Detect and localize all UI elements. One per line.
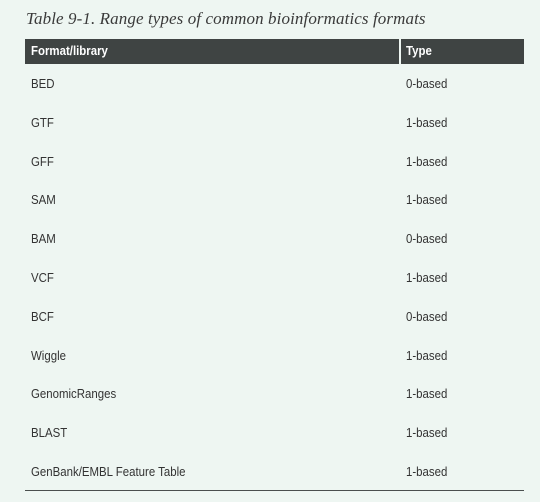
table-row: GTF 1-based [25,103,524,142]
table-row: GFF 1-based [25,142,524,181]
cell-type: 1-based [406,386,448,402]
table-row: BCF 0-based [25,297,524,336]
table-row: SAM 1-based [25,180,524,219]
cell-type: 1-based [406,463,448,479]
cell-type: 1-based [406,269,448,285]
table-row: BAM 0-based [25,219,524,258]
table-row: Wiggle 1-based [25,336,524,375]
cell-format: BCF [31,308,54,324]
cell-format: BLAST [31,425,68,441]
table-row: BED 0-based [25,64,524,103]
table-header: Format/library Type [25,39,524,64]
header-type: Type [406,43,432,58]
cell-format: GTF [31,114,54,130]
cell-type: 0-based [406,231,448,247]
cell-format: BED [31,76,55,91]
cell-format: GenBank/EMBL Feature Table [31,463,186,479]
header-format-library: Format/library [31,43,108,58]
cell-format: GFF [31,153,54,169]
cell-format: GenomicRanges [31,386,117,402]
cell-type: 0-based [406,308,448,324]
cell-type: 1-based [406,114,448,130]
range-types-table: Format/library Type BED 0-based GTF 1-ba… [25,39,524,491]
cell-type: 1-based [406,425,448,441]
cell-type: 1-based [406,192,448,208]
header-column-divider [399,39,401,64]
table-caption: Table 9-1. Range types of common bioinfo… [26,9,426,28]
cell-format: SAM [31,192,56,208]
table-row: BLAST 1-based [25,413,524,452]
cell-type: 1-based [406,347,448,363]
cell-format: BAM [31,231,56,247]
cell-type: 1-based [406,153,448,169]
table-row: GenBank/EMBL Feature Table 1-based [25,452,524,491]
table-row: GenomicRanges 1-based [25,374,524,413]
cell-format: VCF [31,269,54,285]
cell-type: 0-based [406,76,448,91]
table-bottom-rule [25,490,524,491]
cell-format: Wiggle [31,347,66,363]
table-row: VCF 1-based [25,258,524,297]
